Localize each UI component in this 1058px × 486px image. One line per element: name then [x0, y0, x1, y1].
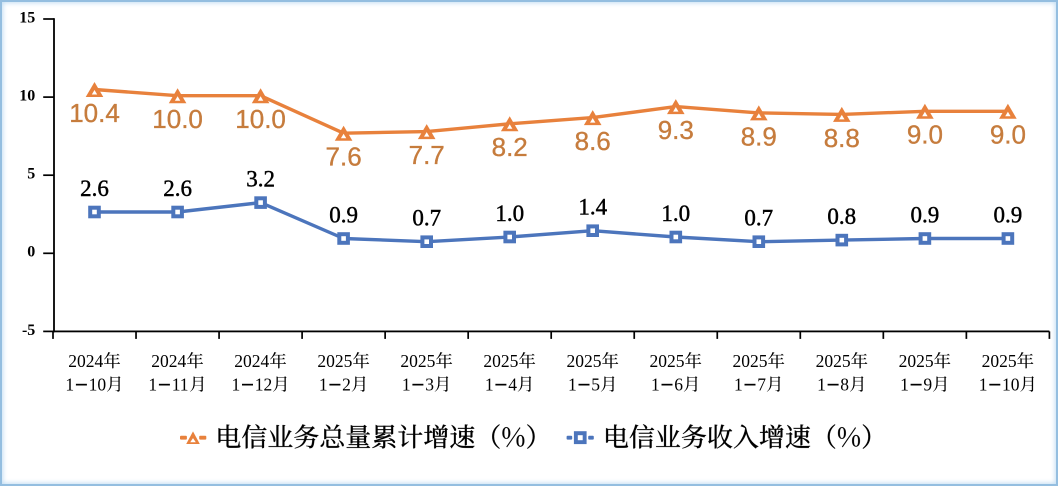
svg-text:1: 1 [817, 374, 826, 394]
svg-text:2025: 2025 [899, 351, 934, 371]
svg-text:1: 1 [651, 374, 660, 394]
svg-text:1: 1 [900, 374, 909, 394]
svg-text:8.2: 8.2 [492, 132, 528, 162]
svg-text:2025: 2025 [733, 351, 768, 371]
svg-text:1: 1 [65, 374, 74, 394]
svg-text:8.8: 8.8 [824, 123, 860, 153]
svg-text:0.8: 0.8 [827, 204, 856, 229]
svg-text:2025: 2025 [567, 351, 602, 371]
svg-text:10: 10 [89, 374, 107, 394]
svg-text:1.0: 1.0 [661, 201, 690, 226]
svg-text:2025: 2025 [317, 351, 352, 371]
svg-text:0.9: 0.9 [911, 202, 940, 227]
svg-text:9.0: 9.0 [990, 120, 1026, 150]
svg-text:12: 12 [255, 374, 273, 394]
svg-text:1: 1 [319, 374, 328, 394]
svg-text:3.2: 3.2 [246, 167, 275, 192]
svg-text:0.7: 0.7 [412, 206, 441, 231]
svg-text:0: 0 [27, 244, 35, 261]
svg-text:8.9: 8.9 [741, 121, 777, 151]
svg-text:2025: 2025 [650, 351, 685, 371]
svg-text:8: 8 [840, 374, 849, 394]
svg-text:11: 11 [172, 374, 189, 394]
svg-text:3: 3 [425, 374, 434, 394]
svg-text:1.4: 1.4 [578, 195, 607, 220]
svg-text:2025: 2025 [816, 351, 851, 371]
svg-text:9.3: 9.3 [658, 115, 694, 145]
svg-text:15: 15 [19, 9, 35, 26]
svg-text:-5: -5 [22, 322, 35, 339]
svg-text:1: 1 [485, 374, 494, 394]
svg-text:10.0: 10.0 [152, 104, 203, 134]
svg-text:2024: 2024 [151, 351, 186, 371]
svg-text:10: 10 [1002, 374, 1020, 394]
svg-text:1: 1 [734, 374, 743, 394]
svg-text:1.0: 1.0 [495, 201, 524, 226]
svg-text:1: 1 [148, 374, 157, 394]
svg-text:7: 7 [757, 374, 766, 394]
svg-text:2025: 2025 [982, 351, 1017, 371]
svg-text:9.0: 9.0 [907, 120, 943, 150]
svg-text:0.9: 0.9 [329, 202, 358, 227]
svg-text:1: 1 [232, 374, 241, 394]
svg-text:9: 9 [923, 374, 932, 394]
svg-text:2.6: 2.6 [163, 176, 192, 201]
svg-text:10.4: 10.4 [69, 98, 120, 128]
svg-text:2025: 2025 [483, 351, 518, 371]
svg-text:8.6: 8.6 [575, 126, 611, 156]
svg-text:2: 2 [342, 374, 351, 394]
svg-text:5: 5 [591, 374, 600, 394]
svg-text:4: 4 [508, 374, 517, 394]
svg-text:2.6: 2.6 [80, 176, 109, 201]
svg-text:2025: 2025 [400, 351, 435, 371]
svg-text:7.6: 7.6 [326, 142, 362, 172]
svg-text:5: 5 [27, 166, 35, 183]
svg-text:10.0: 10.0 [235, 104, 286, 134]
svg-text:7.7: 7.7 [409, 140, 445, 170]
svg-text:6: 6 [674, 374, 683, 394]
svg-text:10: 10 [19, 88, 35, 105]
svg-text:1: 1 [979, 374, 988, 394]
svg-text:2024: 2024 [68, 351, 103, 371]
svg-text:1: 1 [568, 374, 577, 394]
svg-text:2024: 2024 [234, 351, 269, 371]
svg-text:1: 1 [402, 374, 411, 394]
svg-text:0.7: 0.7 [744, 206, 773, 231]
svg-text:0.9: 0.9 [994, 202, 1023, 227]
